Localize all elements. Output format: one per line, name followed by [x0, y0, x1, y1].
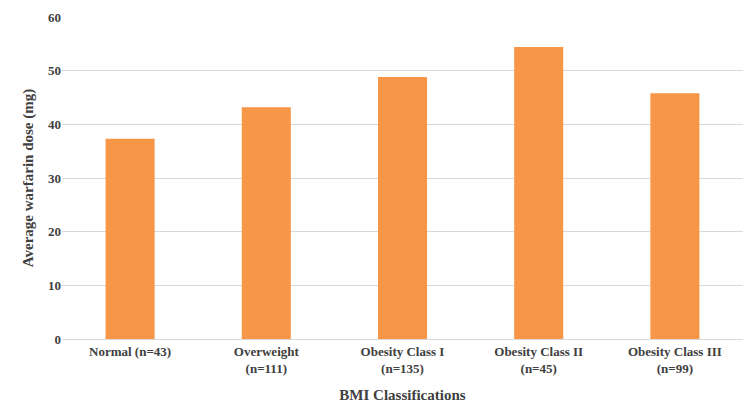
svg-text:30: 30 [48, 171, 61, 186]
svg-text:50: 50 [48, 63, 61, 78]
svg-text:Obesity Class III(n=99): Obesity Class III(n=99) [628, 344, 722, 376]
svg-text:60: 60 [48, 10, 61, 25]
svg-text:0: 0 [55, 332, 62, 347]
svg-text:Overweight(n=111): Overweight(n=111) [234, 344, 300, 376]
svg-text:BMI Classifications: BMI Classifications [339, 387, 465, 403]
svg-text:Obesity Class I(n=135): Obesity Class I(n=135) [361, 344, 445, 376]
svg-text:Average warfarin dose (mg): Average warfarin dose (mg) [20, 89, 37, 267]
svg-text:10: 10 [48, 278, 61, 293]
svg-text:Obesity Class II(n=45): Obesity Class II(n=45) [494, 344, 583, 376]
svg-text:40: 40 [48, 117, 61, 132]
svg-text:20: 20 [48, 224, 61, 239]
svg-text:Normal (n=43): Normal (n=43) [89, 344, 171, 359]
